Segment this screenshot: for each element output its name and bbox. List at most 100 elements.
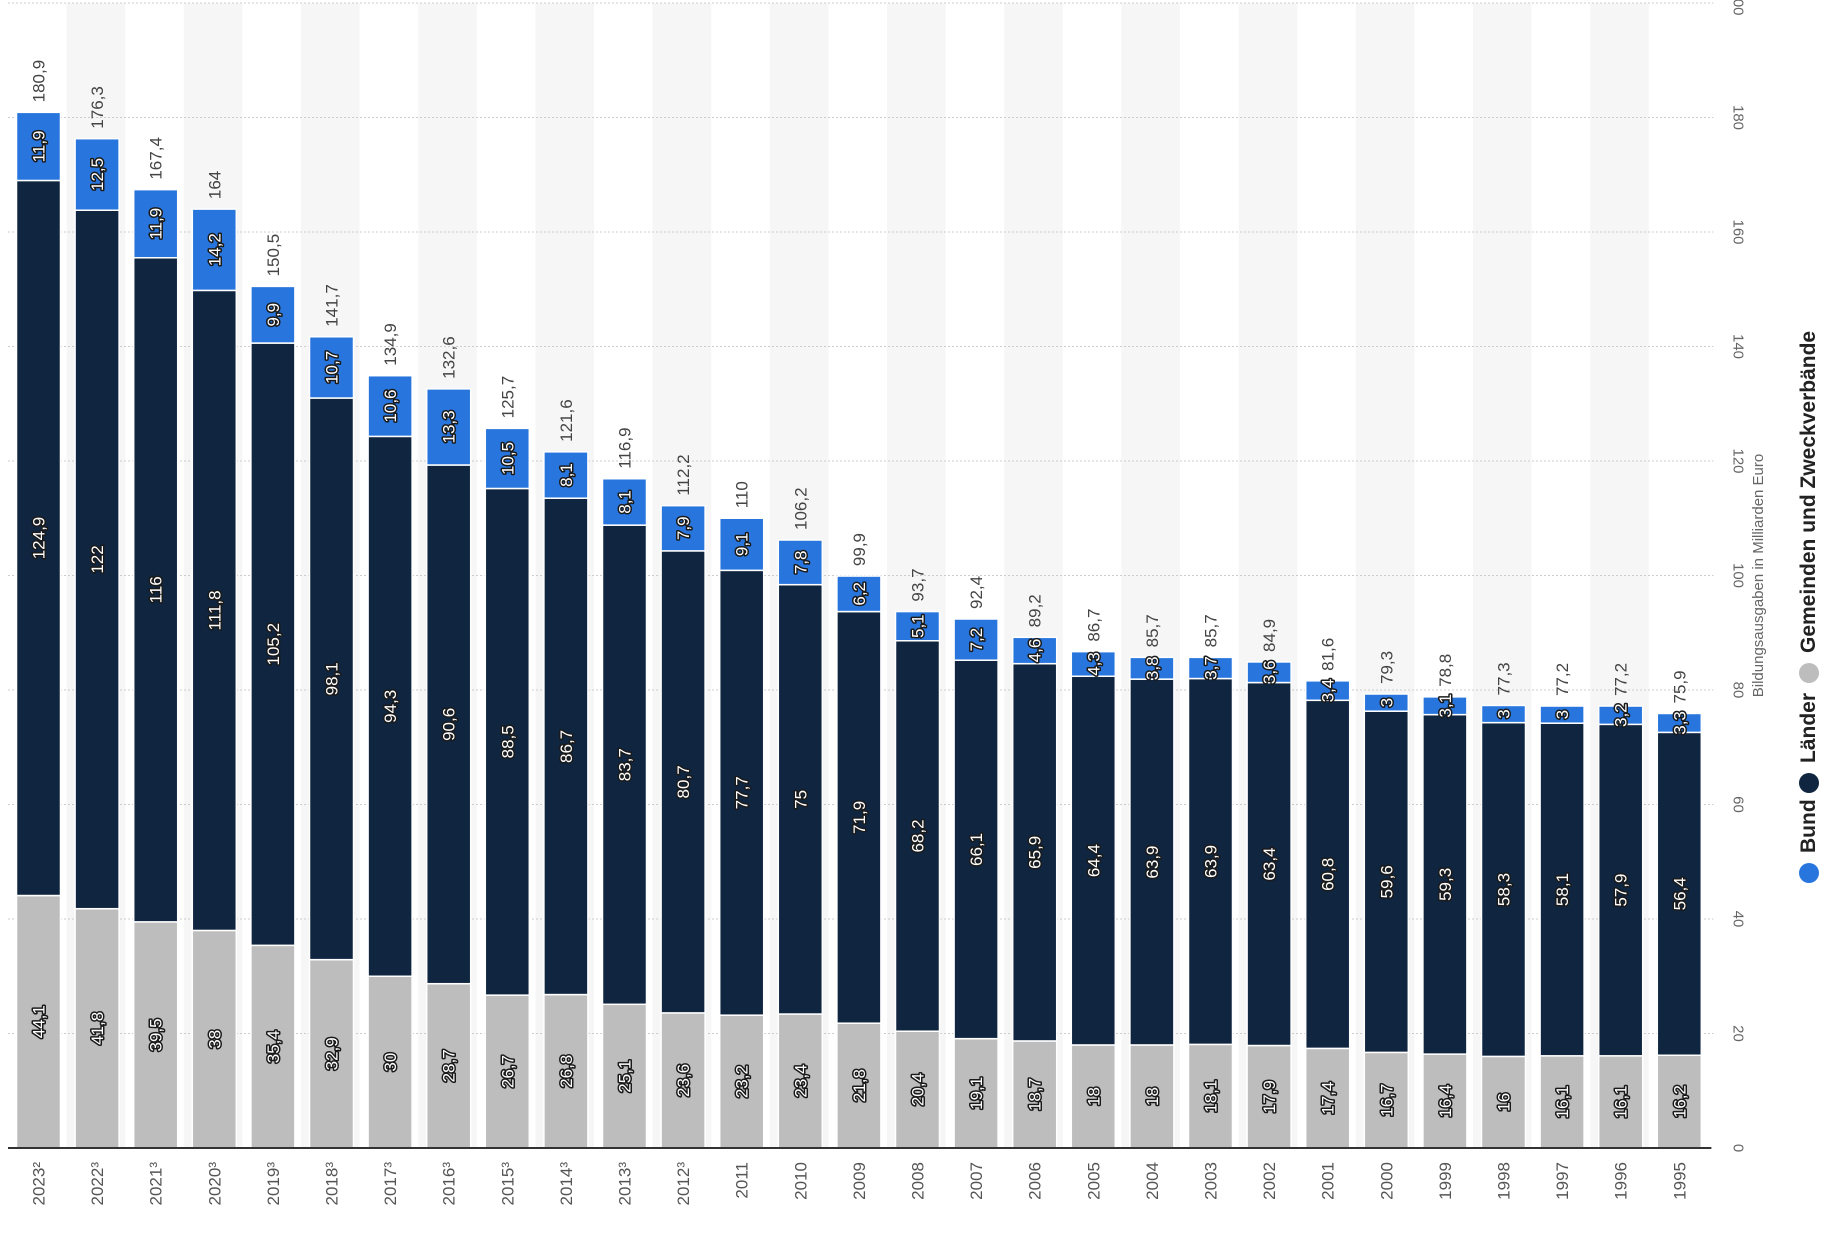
segment-label-gemeinden: 23,2 [733, 1065, 752, 1098]
y-tick-label: 0 [1729, 1144, 1746, 1152]
y-axis-title: Bildungsausgaben in Milliarden Euro [1750, 454, 1767, 698]
total-label: 132,6 [440, 336, 459, 379]
bar-segment-gemeinden [1656, 1054, 1703, 1149]
total-label: 176,3 [88, 86, 107, 129]
segment-label-laender: 105,2 [264, 623, 283, 666]
segment-label-gemeinden: 30 [381, 1053, 400, 1072]
segment-label-gemeinden: 32,9 [323, 1037, 342, 1070]
total-label: 77,2 [1553, 663, 1572, 696]
bar-segment-laender [132, 257, 179, 923]
segment-label-bund: 11,9 [147, 208, 166, 240]
bar-segment-laender [308, 397, 355, 961]
segment-label-laender: 58,3 [1495, 873, 1514, 906]
total-label: 89,2 [1026, 594, 1045, 627]
bar-segment-bund [953, 618, 999, 661]
bar-segment-laender [1129, 678, 1175, 1046]
bar-segment-laender [484, 487, 531, 996]
bar-segment-gemeinden [1597, 1055, 1644, 1149]
total-label: 141,7 [323, 284, 342, 327]
bar-segment-laender [777, 583, 824, 1015]
segment-label-bund: 12,5 [88, 158, 107, 191]
bar-segment-gemeinden [1246, 1044, 1292, 1149]
bar-segment-bund [1363, 693, 1410, 712]
bar-segment-bund [601, 477, 648, 526]
category-label: 1997 [1553, 1162, 1572, 1200]
category-label: 2017³ [381, 1162, 400, 1206]
bar-segment-gemeinden [777, 1013, 824, 1149]
segment-label-gemeinden: 26,7 [498, 1055, 517, 1088]
segment-label-laender: 83,7 [616, 748, 635, 781]
segment-label-gemeinden: 18,7 [1026, 1078, 1045, 1111]
bar-segment-gemeinden [1129, 1044, 1175, 1149]
segment-label-bund: 3,6 [1260, 660, 1279, 684]
segment-label-gemeinden: 18 [1084, 1087, 1103, 1106]
segment-label-bund: 9,9 [264, 303, 283, 327]
total-labels: 180,9 176,3 167,4 164 150,5 141,7 134,9 132,6 12… [30, 60, 1690, 704]
bar-segment-bund [191, 208, 238, 292]
bar-segment-bund [1011, 636, 1058, 665]
segment-label-gemeinden: 16,4 [1436, 1085, 1455, 1118]
total-label: 81,6 [1319, 638, 1338, 671]
bar-segment-bund [484, 427, 531, 490]
total-label: 77,3 [1495, 662, 1514, 695]
bar-segment-laender [250, 342, 296, 947]
category-label: 2020³ [205, 1162, 224, 1206]
total-label: 93,7 [909, 568, 928, 601]
segment-label-gemeinden: 44,1 [30, 1005, 49, 1038]
segment-label-gemeinden: 17,9 [1260, 1080, 1279, 1113]
total-label: 110 [733, 481, 752, 508]
bar-segment-gemeinden [1304, 1047, 1351, 1149]
bar-segment-gemeinden [132, 921, 179, 1149]
segment-label-gemeinden: 18,1 [1202, 1080, 1221, 1113]
total-label: 99,9 [850, 533, 869, 566]
bar-segment-bund [1597, 705, 1644, 726]
bar-segment-laender [367, 435, 413, 977]
bar-segment-laender [74, 209, 120, 910]
segment-label-laender: 75 [791, 790, 810, 809]
category-label: 2000 [1377, 1162, 1396, 1200]
category-label: 2006 [1026, 1162, 1045, 1200]
y-tick-labels: 0 20 40 60 80 100 120 140 160 180 200 [1729, 0, 1746, 1152]
bar-segment-bund [74, 137, 120, 211]
segment-label-bund: 3 [1377, 698, 1396, 707]
segment-label-gemeinden: 16,7 [1377, 1084, 1396, 1117]
category-label: 2005 [1084, 1162, 1103, 1200]
segment-label-bund: 13,3 [440, 410, 459, 443]
total-label: 164 [205, 171, 224, 199]
bar-segment-laender [1070, 675, 1117, 1046]
bar-segment-gemeinden [836, 1022, 882, 1149]
segment-label-gemeinden: 21,8 [850, 1069, 869, 1102]
legend-label: Bund [1797, 799, 1820, 853]
bar-segment-laender [718, 569, 765, 1016]
category-label: 2007 [967, 1162, 986, 1200]
bar-segment-bund [1304, 680, 1351, 702]
segment-label-gemeinden: 23,6 [674, 1064, 693, 1097]
segment-label-bund: 7,9 [674, 516, 693, 540]
segment-label-bund: 8,1 [557, 463, 576, 487]
bar-segment-bund [367, 374, 413, 438]
bar-segment-bund [718, 517, 765, 572]
y-tick-label: 20 [1729, 1025, 1746, 1042]
total-label: 167,4 [147, 137, 166, 180]
segment-label-bund: 8,1 [616, 490, 635, 514]
bar-segment-gemeinden [953, 1037, 999, 1149]
total-label: 85,7 [1202, 614, 1221, 647]
category-label: 2016³ [440, 1162, 459, 1206]
segment-label-laender: 116 [147, 576, 166, 603]
total-label: 150,5 [264, 234, 283, 277]
bar-segment-bund [894, 610, 941, 642]
total-label: 79,3 [1377, 651, 1396, 684]
bar-segment-bund [777, 539, 824, 586]
segment-label-gemeinden: 19,1 [967, 1077, 986, 1110]
segment-label-laender: 98,1 [323, 662, 342, 695]
bar-segment-gemeinden [74, 907, 120, 1149]
segment-label-gemeinden: 17,4 [1319, 1082, 1338, 1115]
segment-label-gemeinden: 39,5 [147, 1018, 166, 1051]
category-label: 2015³ [498, 1162, 517, 1206]
total-label: 78,8 [1436, 654, 1455, 687]
legend: Bund Länder Gemeinden und Zweckverbände [1797, 331, 1820, 883]
segment-label-gemeinden: 16,2 [1670, 1085, 1689, 1118]
total-label: 180,9 [30, 60, 49, 103]
segment-label-bund: 3 [1495, 709, 1514, 718]
